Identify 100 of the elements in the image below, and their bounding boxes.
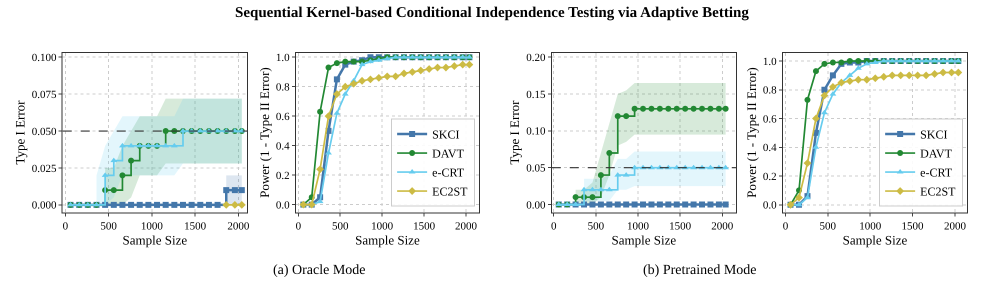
point bbox=[572, 194, 579, 200]
point bbox=[136, 202, 143, 208]
point bbox=[325, 150, 332, 155]
point bbox=[690, 202, 697, 208]
y-tick-label: 0.8 bbox=[276, 82, 290, 94]
x-axis-title: Sample Size bbox=[612, 232, 676, 248]
point bbox=[416, 66, 425, 74]
point bbox=[342, 58, 348, 65]
point bbox=[682, 106, 688, 112]
y-tick-label: 0.15 bbox=[526, 88, 546, 101]
point bbox=[392, 72, 400, 80]
point bbox=[400, 70, 408, 78]
point bbox=[316, 165, 324, 174]
point bbox=[374, 74, 383, 82]
point bbox=[871, 74, 880, 82]
point bbox=[222, 200, 230, 209]
x-axis-title: Sample Size bbox=[842, 232, 908, 248]
x-tick-label: 0 bbox=[782, 220, 789, 232]
point bbox=[682, 202, 688, 208]
legend-label: DAVT bbox=[432, 146, 465, 161]
x-tick-label: 1500 bbox=[902, 220, 924, 232]
point bbox=[939, 68, 947, 76]
x-tick-label: 0 bbox=[62, 220, 69, 232]
point bbox=[171, 202, 178, 208]
point bbox=[690, 106, 697, 112]
point bbox=[922, 71, 930, 80]
point bbox=[614, 202, 621, 208]
point bbox=[326, 64, 332, 71]
point bbox=[458, 60, 467, 69]
point bbox=[648, 202, 654, 208]
point bbox=[707, 164, 714, 170]
point bbox=[366, 75, 374, 84]
y-tick-label: 0.8 bbox=[762, 84, 778, 97]
point bbox=[606, 202, 612, 208]
x-tick-label: 2000 bbox=[711, 220, 734, 232]
point bbox=[162, 202, 169, 208]
point bbox=[606, 150, 612, 156]
y-axis-title: Power (1 - Type II Error) bbox=[744, 67, 759, 198]
point bbox=[821, 60, 828, 67]
point bbox=[656, 106, 663, 112]
point bbox=[334, 60, 340, 66]
point bbox=[589, 194, 596, 200]
x-tick-label: 500 bbox=[100, 220, 118, 232]
y-axis-title: Power (1 - Type II Error) bbox=[256, 67, 272, 198]
point bbox=[230, 200, 239, 209]
y-tick-label: 0.025 bbox=[32, 162, 58, 175]
y-tick-label: 0.000 bbox=[32, 200, 58, 212]
point bbox=[358, 76, 366, 85]
text: Sequential Kernel-based Conditional Independence Testing via Adaptive Betting bbox=[235, 5, 750, 21]
point bbox=[350, 80, 358, 88]
point bbox=[954, 68, 962, 76]
point bbox=[699, 106, 706, 112]
text: (a) Oracle Mode bbox=[273, 263, 366, 278]
point bbox=[238, 187, 245, 194]
point bbox=[930, 70, 938, 78]
point bbox=[632, 106, 638, 112]
point bbox=[119, 172, 126, 178]
point bbox=[722, 106, 729, 112]
point bbox=[880, 72, 888, 81]
point bbox=[674, 106, 680, 112]
x-tick-label: 1500 bbox=[669, 220, 692, 232]
y-tick-label: 0.6 bbox=[276, 111, 290, 124]
point bbox=[598, 172, 604, 178]
y-tick-label: 0.2 bbox=[762, 170, 777, 183]
point bbox=[707, 202, 714, 208]
legend-label: SKCI bbox=[432, 128, 460, 142]
legend-label: SKCI bbox=[920, 128, 948, 142]
point bbox=[722, 202, 729, 208]
x-tick-label: 1500 bbox=[184, 220, 207, 232]
y-axis-title: Type I Error bbox=[507, 100, 522, 165]
point bbox=[580, 186, 588, 192]
y-tick-label: 0.0 bbox=[762, 200, 778, 212]
point bbox=[383, 72, 392, 80]
x-tick-label: 1000 bbox=[626, 220, 650, 232]
point bbox=[598, 202, 604, 208]
y-tick-label: 0.100 bbox=[32, 52, 58, 64]
point bbox=[948, 68, 956, 76]
point bbox=[707, 106, 714, 112]
point bbox=[145, 202, 152, 208]
text: (b) Pretrained Mode bbox=[643, 263, 757, 278]
point bbox=[716, 106, 722, 112]
point bbox=[238, 200, 246, 209]
legend-label: EC2ST bbox=[432, 184, 468, 199]
y-tick-label: 0.050 bbox=[32, 126, 58, 138]
x-tick-label: 500 bbox=[820, 220, 837, 232]
y-tick-label: 0.6 bbox=[762, 113, 778, 126]
x-tick-label: 1500 bbox=[413, 220, 436, 232]
point bbox=[589, 202, 596, 208]
point bbox=[324, 112, 332, 120]
point bbox=[450, 62, 458, 70]
x-tick-label: 2000 bbox=[944, 220, 966, 232]
point bbox=[334, 76, 340, 82]
x-tick-label: 2000 bbox=[455, 220, 478, 232]
x-tick-label: 1000 bbox=[140, 220, 164, 232]
point bbox=[888, 71, 896, 80]
point bbox=[846, 77, 854, 86]
y-tick-label: 0.10 bbox=[526, 126, 546, 138]
point bbox=[648, 106, 654, 112]
y-tick-label: 0.20 bbox=[526, 52, 546, 64]
x-axis-title: Sample Size bbox=[355, 232, 420, 248]
